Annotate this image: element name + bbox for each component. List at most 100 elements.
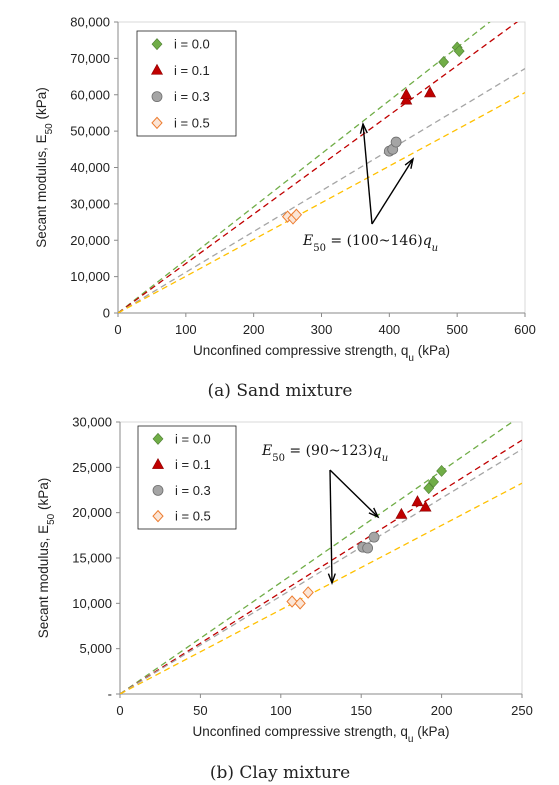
trend-line [118, 22, 519, 313]
x-tick-label: 100 [270, 703, 292, 718]
y-tick-label: 70,000 [70, 51, 110, 66]
data-point [453, 45, 465, 58]
y-tick-label: 50,000 [70, 124, 110, 139]
x-tick-label: 150 [350, 703, 372, 718]
x-axis-label-sub: u [408, 734, 414, 745]
equation-rhs: q [373, 443, 382, 459]
legend-marker [152, 509, 164, 523]
equation-rhs: q [423, 233, 432, 249]
trend-lines [120, 422, 522, 694]
annotation-arrow [329, 469, 333, 584]
equation-lhs-sub: 50 [313, 243, 326, 254]
x-tick-label: 200 [243, 322, 265, 337]
x-tick-label: 400 [378, 322, 400, 337]
data-point [290, 208, 303, 222]
y-axis-label: Secant modulus, E50 (kPa) [36, 478, 57, 638]
annotation-arrowhead [327, 573, 336, 586]
y-axis-label-main: Secant modulus, E [34, 134, 49, 247]
y-tick-label: 0 [103, 306, 110, 321]
legend-marker [151, 91, 163, 103]
trend-line [118, 91, 525, 313]
y-tick-label: 60,000 [70, 87, 110, 102]
legend-marker [151, 38, 163, 51]
y-tick-label: 15,000 [72, 551, 112, 566]
trend-line [118, 68, 525, 313]
annotation: E50 = (90~123)qu [261, 443, 388, 586]
x-tick-label: 50 [193, 703, 207, 718]
x-axis-label-unit: (kPa) [414, 343, 450, 358]
legend-marker [151, 458, 165, 469]
equation-rhs-sub: u [432, 243, 438, 254]
data-point [400, 93, 413, 105]
legend: i = 0.0 i = 0.1 i = 0.3 i = 0.5 [136, 30, 237, 137]
data-point [395, 507, 408, 519]
y-axis-label-unit: (kPa) [36, 478, 51, 514]
data-point [294, 597, 306, 610]
annotation-arrow [362, 123, 373, 225]
trend-line [120, 422, 514, 694]
legend-label: i = 0.3 [175, 483, 211, 498]
legend-label: i = 0.1 [174, 63, 210, 78]
chart-sand-mixture: 0 10,000 20,000 30,000 40,000 50,000 60,000 70,… [34, 15, 536, 402]
data-point [302, 586, 314, 599]
y-tick-label: 40,000 [70, 160, 110, 175]
equation-mid: = (100~146) [326, 233, 423, 249]
x-tick-label: 300 [311, 322, 333, 337]
equation-lhs-sub: 50 [272, 453, 285, 464]
x-tick-label: 0 [116, 703, 123, 718]
data-point [390, 136, 402, 148]
chart-clay-mixture: - 5,000 10,000 15,000 20,000 25,000 30,000 0 50 1… [36, 415, 533, 784]
data-point [411, 495, 424, 507]
x-tick-label: 200 [431, 703, 453, 718]
y-axis-label: Secant modulus, E50 (kPa) [34, 87, 55, 247]
legend-marker [150, 63, 164, 75]
x-axis-label-main: Unconfined compressive strength, q [193, 724, 408, 739]
annotation: E50 = (100~146)qu [302, 121, 438, 254]
legend-label: i = 0.5 [175, 509, 211, 524]
equation-label: E50 = (100~146)qu [302, 233, 438, 254]
legend-label: i = 0.5 [174, 115, 210, 130]
y-tick-label: 80,000 [70, 15, 110, 30]
annotation-arrow [329, 469, 379, 518]
legend-marker [152, 432, 164, 445]
y-axis-label-sub: 50 [44, 123, 55, 135]
trend-line [120, 448, 522, 694]
data-point [436, 465, 448, 477]
data-point [286, 595, 298, 608]
legend-marker [152, 484, 164, 496]
y-tick-label: 25,000 [72, 460, 112, 475]
legend: i = 0.0 i = 0.1 i = 0.3 i = 0.5 [137, 425, 237, 530]
legend-label: i = 0.0 [175, 431, 211, 446]
y-tick-label: 20,000 [70, 233, 110, 248]
trend-line [120, 482, 522, 694]
data-point [362, 542, 374, 554]
legend-box [136, 30, 237, 137]
annotation-arrowhead [404, 157, 415, 169]
data-points [286, 465, 448, 610]
annotation-arrowhead [359, 121, 368, 134]
x-axis-label: Unconfined compressive strength, qu (kPa… [193, 343, 450, 364]
legend-label: i = 0.0 [174, 37, 210, 52]
x-tick-label: 600 [514, 322, 536, 337]
data-point [400, 88, 413, 100]
x-tick-label: 250 [511, 703, 533, 718]
equation-lhs: E [302, 233, 313, 249]
y-tick-label: - [108, 687, 112, 702]
x-axis-label-unit: (kPa) [413, 724, 449, 739]
x-axis-label-main: Unconfined compressive strength, q [193, 343, 408, 358]
x-axis-label: Unconfined compressive strength, qu (kPa… [193, 724, 450, 745]
legend-marker [151, 116, 163, 130]
y-tick-label: 10,000 [72, 596, 112, 611]
y-axis-label-unit: (kPa) [34, 87, 49, 123]
y-tick-label: 10,000 [70, 269, 110, 284]
data-point [419, 500, 432, 512]
y-tick-label: 20,000 [72, 505, 112, 520]
chart-caption: (a) Sand mixture [208, 381, 353, 401]
legend-label: i = 0.1 [175, 457, 211, 472]
equation-label: E50 = (90~123)qu [261, 443, 388, 464]
y-axis-label-sub: 50 [46, 513, 57, 525]
y-tick-label: 5,000 [79, 641, 112, 656]
x-tick-label: 500 [446, 322, 468, 337]
y-axis-label-main: Secant modulus, E [36, 525, 51, 638]
